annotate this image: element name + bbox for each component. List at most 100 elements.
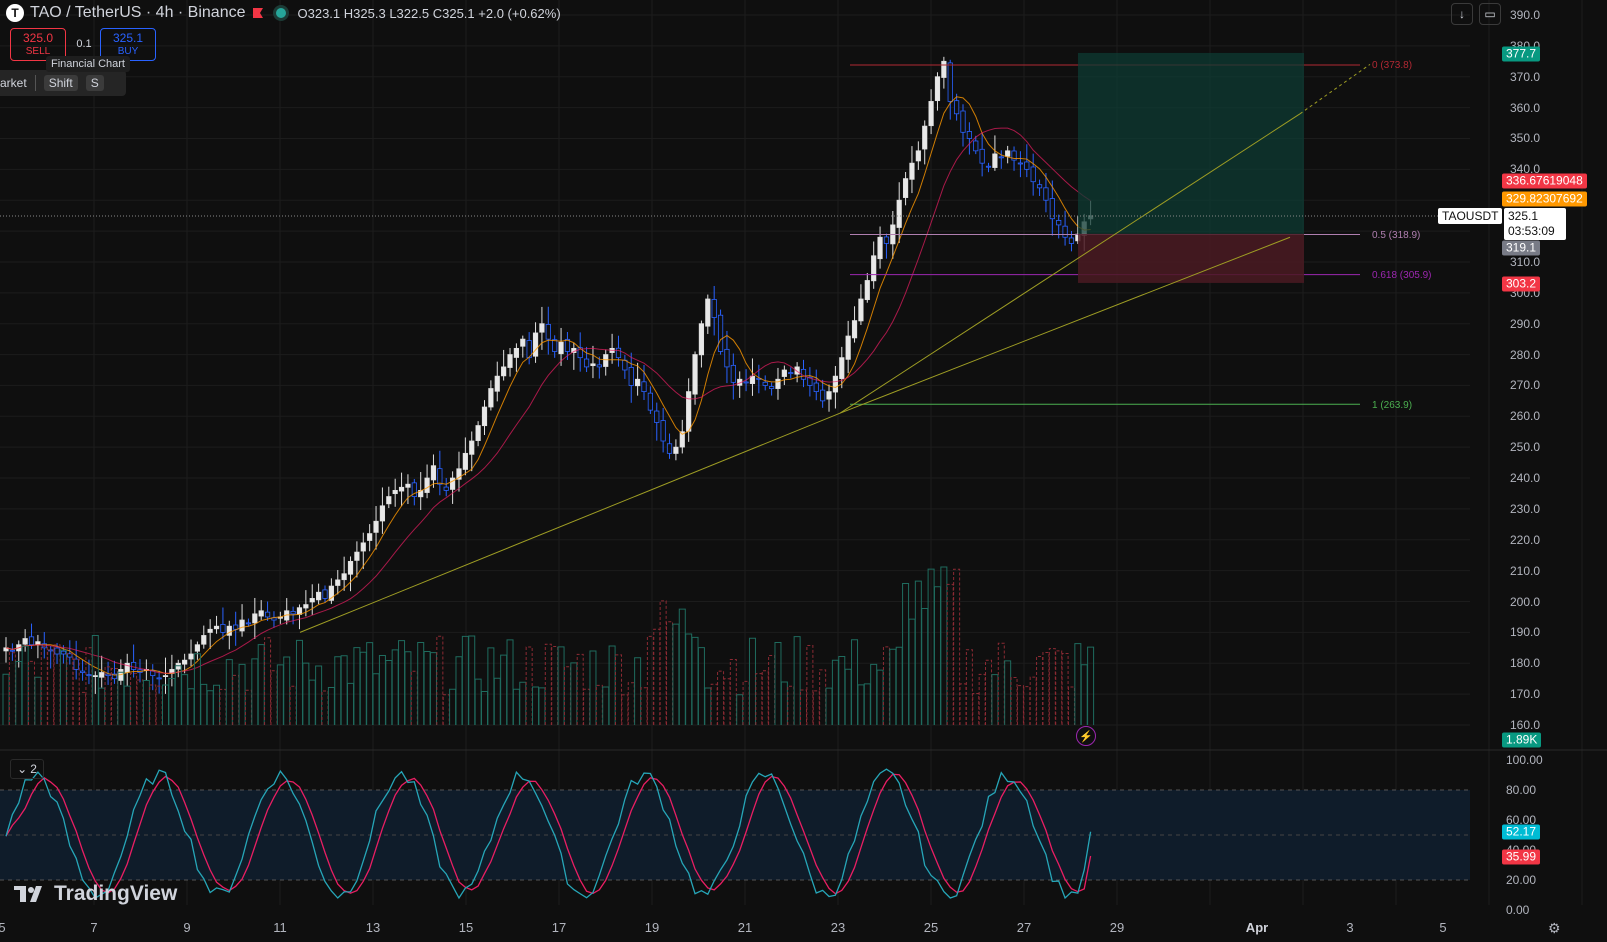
- candle-body: [513, 347, 520, 358]
- fullscreen-icon[interactable]: ▭: [1479, 3, 1501, 25]
- candle-body: [430, 465, 437, 481]
- candle-body: [603, 354, 609, 367]
- flag-icon[interactable]: [252, 7, 264, 19]
- candle-body: [1056, 220, 1062, 226]
- time-axis-label: 13: [365, 920, 381, 935]
- settings-gear-icon[interactable]: ⚙: [1548, 920, 1561, 936]
- volume-bar: [595, 684, 603, 725]
- volume-bar: [391, 649, 399, 725]
- candle-body: [360, 542, 366, 552]
- time-axis-label: 17: [551, 920, 567, 935]
- price-axis-label: 200.0: [1510, 594, 1541, 609]
- sell-button[interactable]: 325.0 SELL: [10, 28, 66, 61]
- volume-bar: [257, 644, 265, 725]
- shift-key: Shift: [43, 75, 78, 91]
- candle-body: [1005, 150, 1011, 157]
- candle-body: [635, 378, 641, 387]
- candle-body: [960, 110, 966, 133]
- candle-body: [494, 375, 500, 392]
- candle-body: [54, 647, 60, 655]
- volume-bar: [876, 669, 884, 725]
- volume-bar: [455, 656, 463, 725]
- volume-bar: [1048, 648, 1056, 725]
- candle-body: [909, 162, 915, 180]
- volume-bar: [295, 639, 303, 725]
- tradingview-logo[interactable]: TradingView: [14, 882, 177, 906]
- candle-body: [966, 131, 972, 139]
- candle-body: [462, 452, 468, 470]
- volume-bar: [697, 647, 705, 725]
- volume-bar: [47, 649, 55, 725]
- volume-bar: [340, 655, 348, 725]
- symbol-price-tag: TAOUSDT: [1438, 208, 1503, 224]
- time-axis-label: 5: [0, 920, 6, 935]
- rsi-axis-label: 60.00: [1506, 813, 1537, 827]
- price-axis-label: 240.0: [1510, 471, 1541, 486]
- volume-bar: [136, 679, 144, 725]
- candle-body: [679, 431, 685, 448]
- candle-body: [992, 153, 998, 168]
- volume-bar: [717, 670, 725, 725]
- trendline-upper: [839, 113, 1301, 414]
- price-axis-label: 280.0: [1510, 347, 1541, 362]
- download-icon[interactable]: ↓: [1451, 3, 1473, 25]
- quantity-field[interactable]: 0.1: [76, 38, 92, 50]
- volume-bar: [793, 636, 801, 725]
- volume-bar: [736, 694, 744, 725]
- top-right-buttons: ↓ ▭: [1451, 3, 1501, 25]
- candle-body: [871, 255, 877, 282]
- candle-body: [564, 338, 571, 352]
- volume-bar: [206, 690, 214, 725]
- candle-body: [641, 381, 647, 393]
- volume-bar: [149, 684, 157, 725]
- candle-body: [839, 357, 845, 379]
- volume-bar: [91, 635, 99, 725]
- volume-bar: [372, 673, 380, 725]
- candle-body: [386, 496, 392, 505]
- market-order-bar[interactable]: arket Shift S: [0, 70, 126, 96]
- candle-body: [532, 332, 539, 357]
- volume-bar: [474, 678, 482, 725]
- volume-bar: [270, 670, 278, 725]
- volume-bar: [602, 686, 610, 725]
- price-axis-label: 270.0: [1510, 378, 1541, 393]
- candle-body: [341, 573, 347, 581]
- volume-bar: [704, 687, 712, 725]
- volume-bar: [238, 663, 246, 725]
- price-axis-label: 180.0: [1510, 656, 1541, 671]
- symbol-title[interactable]: TAO / TetherUS · 4h · Binance: [30, 4, 246, 21]
- lightning-icon[interactable]: ⚡: [1076, 726, 1096, 746]
- ohlc-low: L322.5: [389, 5, 430, 21]
- candle-body: [456, 468, 462, 480]
- trendline-lower: [299, 412, 841, 633]
- tradingview-name: TradingView: [54, 882, 178, 905]
- candle-body: [239, 619, 245, 632]
- candle-body: [832, 375, 839, 393]
- volume-bar: [1023, 686, 1031, 725]
- candle-body: [743, 381, 749, 384]
- price-axis-label: 290.0: [1510, 316, 1541, 331]
- candle-body: [379, 505, 386, 522]
- volume-bar: [398, 640, 406, 725]
- rsi-collapse-toggle[interactable]: ⌄ 2: [10, 759, 44, 779]
- candle-body: [864, 280, 870, 301]
- volume-bar: [787, 685, 795, 725]
- price-axis-label: 220.0: [1510, 532, 1541, 547]
- volume-bar: [506, 639, 514, 725]
- volume-bar: [755, 673, 763, 725]
- candle-body: [92, 675, 98, 678]
- volume-bar: [321, 690, 329, 725]
- volume-bar: [729, 659, 737, 725]
- candle-body: [973, 140, 979, 152]
- volume-bar: [404, 651, 412, 725]
- volume-bar: [646, 635, 654, 725]
- candle-body: [367, 533, 373, 541]
- candle-body: [851, 320, 858, 339]
- volume-bar: [634, 657, 642, 725]
- entry-price-tag: 319.1: [1502, 240, 1541, 256]
- candle-body: [941, 60, 947, 78]
- candle-body: [194, 644, 200, 652]
